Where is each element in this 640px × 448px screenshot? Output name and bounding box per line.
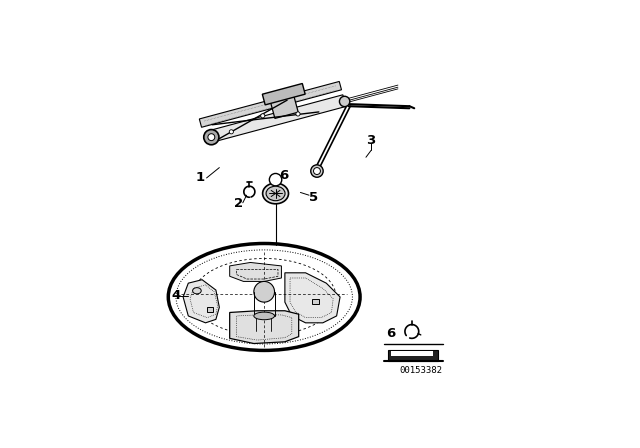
Polygon shape [230, 263, 282, 281]
Circle shape [208, 134, 215, 141]
Ellipse shape [254, 312, 275, 320]
Circle shape [260, 114, 265, 118]
Circle shape [204, 129, 219, 145]
Ellipse shape [168, 244, 360, 350]
Circle shape [257, 285, 271, 299]
Circle shape [314, 168, 321, 174]
Polygon shape [209, 95, 346, 142]
Ellipse shape [266, 186, 285, 201]
Text: 6: 6 [387, 327, 396, 340]
Polygon shape [183, 280, 220, 323]
Circle shape [254, 281, 275, 302]
Text: 4: 4 [172, 289, 181, 302]
Circle shape [311, 165, 323, 177]
Text: 3: 3 [367, 134, 376, 147]
Text: 00153382: 00153382 [399, 366, 443, 375]
Polygon shape [270, 94, 298, 118]
Circle shape [260, 288, 268, 296]
Text: 2: 2 [234, 197, 243, 210]
Circle shape [339, 96, 350, 107]
Polygon shape [262, 83, 305, 105]
Circle shape [296, 112, 300, 116]
Circle shape [269, 173, 282, 186]
Polygon shape [388, 350, 438, 361]
Polygon shape [312, 299, 319, 304]
Polygon shape [207, 307, 213, 313]
Text: 6: 6 [279, 169, 289, 182]
Ellipse shape [262, 183, 289, 204]
Ellipse shape [193, 288, 201, 294]
Polygon shape [230, 311, 299, 344]
Text: 5: 5 [309, 191, 318, 204]
Text: 1: 1 [196, 172, 205, 185]
Polygon shape [285, 273, 340, 323]
Circle shape [229, 130, 234, 134]
Polygon shape [199, 82, 342, 127]
Polygon shape [391, 351, 433, 356]
